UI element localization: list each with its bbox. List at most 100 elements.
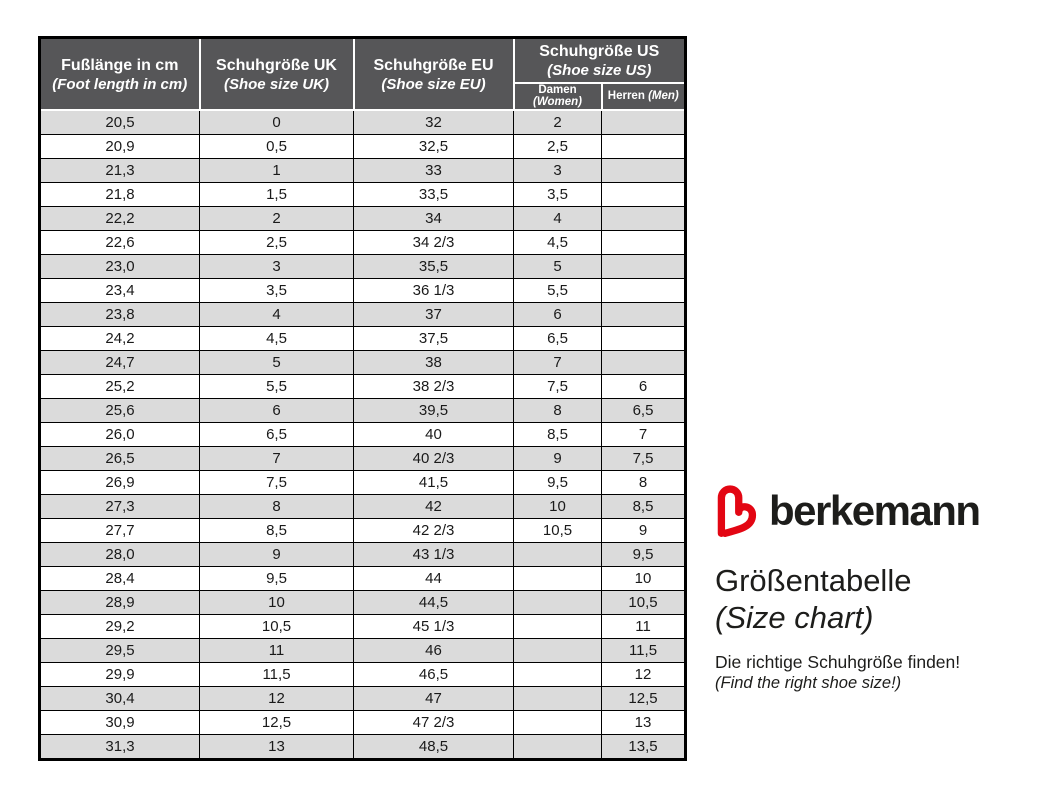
brand-name: berkemann — [769, 486, 981, 534]
table-cell — [600, 350, 687, 375]
subcolumn-label: Herren — [607, 90, 645, 102]
table-cell: 6 — [513, 302, 602, 327]
table-cell: 31,3 — [39, 734, 200, 760]
table-cell: 25,6 — [39, 398, 200, 423]
table-row: 23,4 3,5 36 1/3 5,5 — [39, 278, 687, 303]
table-cell: 34 — [353, 206, 514, 231]
table-cell: 12 — [199, 686, 354, 711]
table-cell: 7,5 — [600, 446, 687, 471]
page-title-en: (Size chart) — [715, 600, 874, 635]
table-cell: 40 2/3 — [353, 446, 514, 471]
table-cell: 30,4 — [39, 686, 200, 711]
table-cell: 6 — [199, 398, 354, 423]
table-cell — [513, 686, 602, 711]
page-title-de: Größentabelle — [715, 563, 912, 598]
table-row: 24,2 4,5 37,5 6,5 — [39, 326, 687, 351]
table-cell: 8 — [600, 470, 687, 495]
table-cell — [600, 206, 687, 231]
table-cell: 2,5 — [199, 230, 354, 255]
table-cell: 33,5 — [353, 182, 514, 207]
table-cell: 2 — [199, 206, 354, 231]
table-row: 25,2 5,5 38 2/3 7,5 6 — [39, 374, 687, 399]
table-cell: 28,4 — [39, 566, 200, 591]
table-row: 28,9 10 44,5 10,5 — [39, 590, 687, 615]
table-cell: 44,5 — [353, 590, 514, 615]
table-cell: 22,2 — [39, 206, 200, 231]
table-cell: 9,5 — [600, 542, 687, 567]
size-table-header: Fußlänge in cm (Foot length in cm) Schuh… — [38, 36, 687, 111]
table-row: 23,8 4 37 6 — [39, 302, 687, 327]
table-cell: 9 — [513, 446, 602, 471]
table-cell: 7,5 — [199, 470, 354, 495]
table-cell: 27,7 — [39, 518, 200, 543]
table-cell: 24,7 — [39, 350, 200, 375]
column-title: Schuhgröße US — [539, 43, 660, 60]
table-row: 26,0 6,5 40 8,5 7 — [39, 422, 687, 447]
table-cell: 11 — [600, 614, 687, 639]
branding-block: berkemann Größentabelle (Size chart) Die… — [715, 483, 1035, 693]
table-cell: 33 — [353, 158, 514, 183]
table-cell: 2 — [513, 109, 602, 135]
table-cell: 27,3 — [39, 494, 200, 519]
column-subtitle: (Shoe size EU) — [381, 75, 486, 93]
table-cell: 9,5 — [513, 470, 602, 495]
table-cell: 4 — [513, 206, 602, 231]
table-cell: 7 — [600, 422, 687, 447]
table-cell — [513, 590, 602, 615]
table-row: 29,9 11,5 46,5 12 — [39, 662, 687, 687]
table-row: 21,3 1 33 3 — [39, 158, 687, 183]
table-row: 24,7 5 38 7 — [39, 350, 687, 375]
table-cell: 3,5 — [513, 182, 602, 207]
table-cell: 34 2/3 — [353, 230, 514, 255]
table-cell: 48,5 — [353, 734, 514, 760]
table-cell: 6 — [600, 374, 687, 399]
table-cell: 47 — [353, 686, 514, 711]
table-cell: 20,5 — [39, 109, 200, 135]
column-subtitle: (Shoe size US) — [547, 62, 652, 79]
column-header-eu: Schuhgröße EU (Shoe size EU) — [352, 36, 515, 111]
table-cell: 32 — [353, 109, 514, 135]
table-cell: 8 — [513, 398, 602, 423]
table-cell: 26,0 — [39, 422, 200, 447]
table-row: 26,9 7,5 41,5 9,5 8 — [39, 470, 687, 495]
table-row: 31,3 13 48,5 13,5 — [39, 734, 687, 760]
table-cell — [600, 182, 687, 207]
table-cell: 13 — [600, 710, 687, 735]
table-cell: 12,5 — [199, 710, 354, 735]
column-header-uk: Schuhgröße UK (Shoe size UK) — [198, 36, 355, 111]
table-cell: 46 — [353, 638, 514, 663]
table-cell: 8,5 — [513, 422, 602, 447]
table-row: 23,0 3 35,5 5 — [39, 254, 687, 279]
table-cell: 9 — [199, 542, 354, 567]
table-row: 25,6 6 39,5 8 6,5 — [39, 398, 687, 423]
table-cell: 4 — [199, 302, 354, 327]
table-cell: 39,5 — [353, 398, 514, 423]
table-cell: 7 — [199, 446, 354, 471]
column-subtitle: (Foot length in cm) — [52, 75, 188, 93]
table-cell — [600, 326, 687, 351]
table-cell: 44 — [353, 566, 514, 591]
table-cell: 38 2/3 — [353, 374, 514, 399]
table-cell — [513, 662, 602, 687]
table-cell — [513, 566, 602, 591]
tagline-de: Die richtige Schuhgröße finden! — [715, 652, 961, 672]
table-cell: 25,2 — [39, 374, 200, 399]
table-cell: 35,5 — [353, 254, 514, 279]
table-cell: 10,5 — [199, 614, 354, 639]
table-cell: 5,5 — [199, 374, 354, 399]
table-cell — [600, 278, 687, 303]
table-cell: 42 2/3 — [353, 518, 514, 543]
table-cell: 38 — [353, 350, 514, 375]
table-row: 26,5 7 40 2/3 9 7,5 — [39, 446, 687, 471]
table-cell: 3 — [199, 254, 354, 279]
subcolumn-header-damen: Damen (Women) — [512, 82, 603, 111]
table-cell: 6,5 — [199, 422, 354, 447]
table-cell: 9 — [600, 518, 687, 543]
table-cell — [513, 734, 602, 760]
table-row: 29,5 11 46 11,5 — [39, 638, 687, 663]
table-cell: 4,5 — [199, 326, 354, 351]
table-cell: 2,5 — [513, 134, 602, 159]
table-row: 30,4 12 47 12,5 — [39, 686, 687, 711]
table-cell: 13,5 — [600, 734, 687, 760]
subcolumn-label-en: (Men) — [648, 90, 679, 102]
